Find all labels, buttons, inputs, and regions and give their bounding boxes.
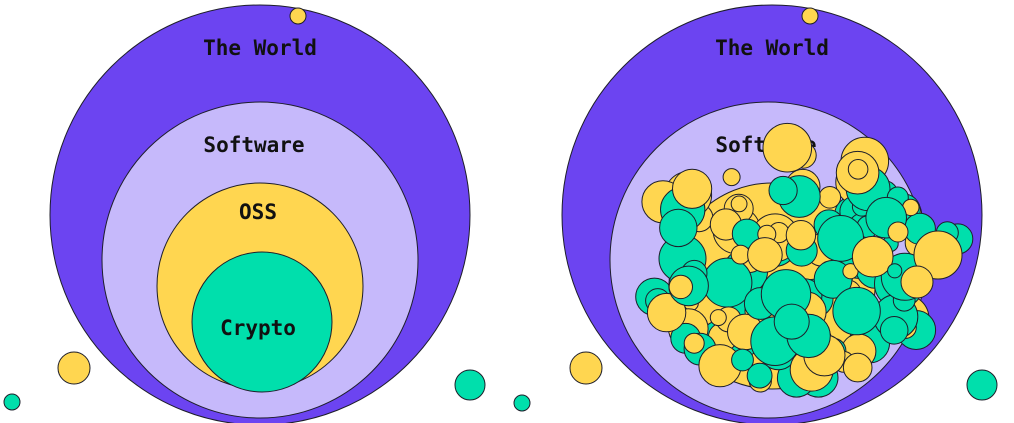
bubble — [731, 348, 754, 372]
bubble — [842, 352, 873, 383]
bubble — [879, 316, 909, 345]
dot — [289, 7, 307, 25]
label: The World — [715, 36, 829, 60]
bubble-cluster — [635, 122, 974, 398]
bubble — [709, 309, 727, 327]
label: Crypto — [220, 316, 296, 340]
label: Software — [203, 133, 304, 157]
bubble — [646, 292, 687, 333]
dot — [454, 369, 486, 401]
dot — [57, 351, 91, 385]
dot — [3, 393, 21, 411]
bubble — [747, 237, 783, 273]
dot — [966, 369, 998, 401]
bubble — [900, 265, 934, 299]
bubble — [887, 221, 909, 243]
bubble — [832, 286, 881, 336]
bubble — [851, 235, 894, 278]
dot — [513, 394, 531, 412]
bubble — [659, 208, 698, 248]
bubble — [818, 186, 842, 209]
panel-right: The World Software — [513, 4, 998, 423]
bubble — [746, 362, 773, 389]
bubble — [785, 220, 817, 251]
label: The World — [203, 36, 317, 60]
bubble — [668, 274, 693, 300]
bubble — [722, 168, 741, 187]
bubble — [762, 122, 813, 173]
dot — [801, 7, 819, 25]
dot — [569, 351, 603, 385]
label: OSS — [239, 200, 277, 224]
bubble — [773, 303, 810, 340]
crypto-circle — [191, 251, 333, 393]
bubble — [730, 195, 748, 213]
bubble — [683, 332, 705, 354]
bubble — [887, 263, 903, 279]
bubble — [913, 230, 963, 280]
bubble — [768, 175, 798, 206]
bubble — [847, 159, 869, 180]
panel-left: The World Software OSS Crypto — [3, 4, 486, 423]
bubble — [672, 168, 713, 209]
